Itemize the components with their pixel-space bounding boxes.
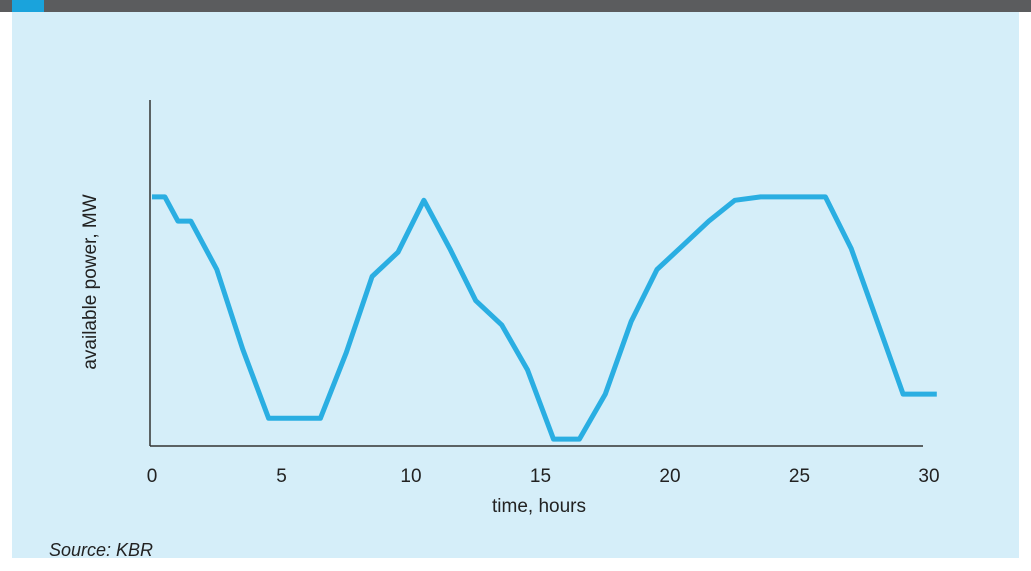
x-tick-label: 5 [276,466,287,487]
header-accent-block [12,0,44,12]
x-tick-label: 0 [147,466,158,487]
x-tick-label: 10 [400,466,421,487]
y-axis-label: available power, MW [80,194,101,369]
x-tick-label: 15 [530,466,551,487]
x-tick-label: 25 [789,466,810,487]
x-axis-label: time, hours [492,496,586,517]
line-chart: 0 5 10 15 20 25 30 time, hours available power… [80,100,940,517]
chart-panel: 0 5 10 15 20 25 30 time, hours available power… [12,12,1019,560]
header-bar [0,0,1031,12]
x-tick-labels: 0 5 10 15 20 25 30 [147,466,940,487]
source-note: Source: KBR [49,540,154,560]
series-line [152,194,937,442]
x-tick-label: 20 [659,466,680,487]
x-tick-label: 30 [918,466,939,487]
